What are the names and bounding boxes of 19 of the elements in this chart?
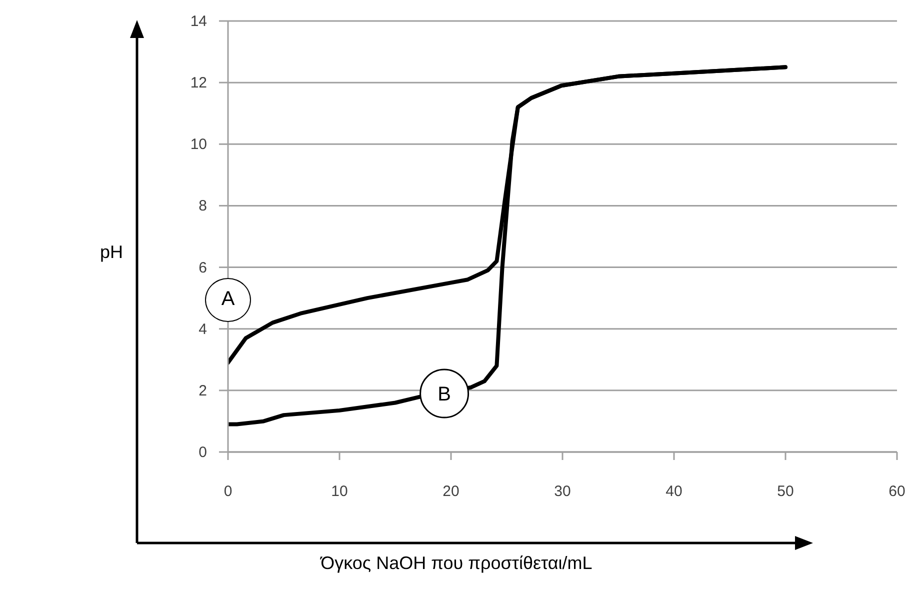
x-tick-label: 60 (888, 483, 906, 500)
x-tick-label: 40 (666, 483, 682, 500)
x-tick-label: 10 (331, 483, 348, 500)
x-tick-label: 30 (554, 483, 571, 500)
x-tick-label: 0 (224, 483, 232, 500)
annotation: B (438, 384, 451, 406)
x-tick-label: 20 (442, 483, 460, 500)
y-tick-label: 12 (190, 74, 207, 92)
y-tick-label: 2 (198, 382, 207, 400)
annotation: A (205, 278, 251, 322)
x-axis-title: Όγκος NaOH που προστίθεται/mL (319, 553, 594, 574)
y-tick-label: 8 (198, 198, 207, 215)
y-tick-label: 14 (190, 13, 207, 30)
y-tick-label: 0 (198, 444, 207, 461)
y-tick-label: 6 (198, 259, 207, 276)
x-tick-label: 50 (777, 483, 794, 500)
y-tick-label: 4 (198, 320, 207, 338)
y-tick-label: 10 (190, 136, 207, 154)
y-axis-title: pH (100, 242, 124, 263)
